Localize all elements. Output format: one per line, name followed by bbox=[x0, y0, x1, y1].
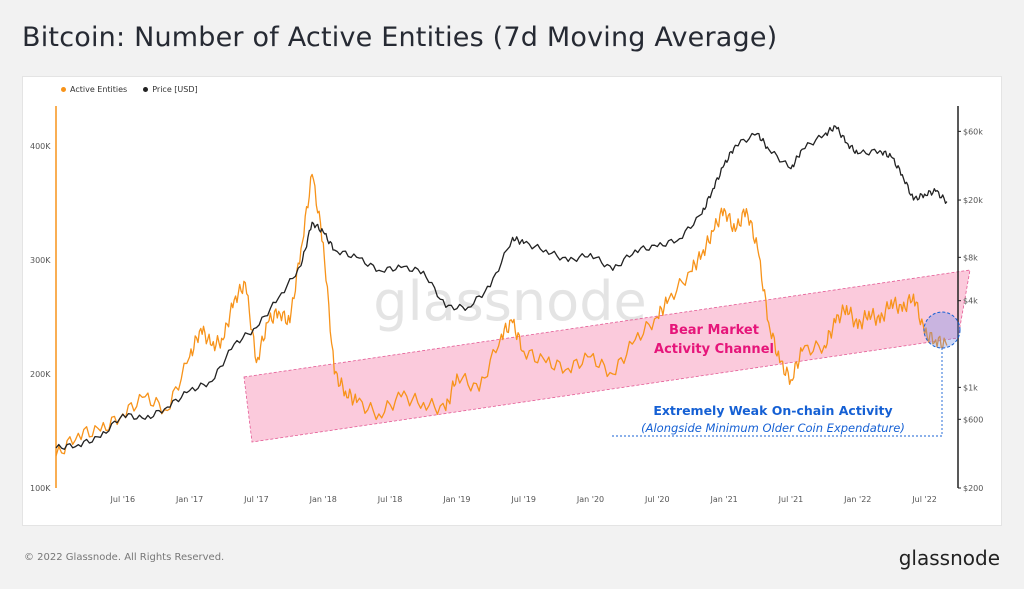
x-tick-label: Jul '18 bbox=[377, 495, 403, 504]
x-tick-label: Jul '20 bbox=[644, 495, 670, 504]
y-right-tick-label: $20k bbox=[963, 196, 983, 205]
y-right-tick-label: $600 bbox=[963, 415, 983, 424]
copyright-notice: © 2022 Glassnode. All Rights Reserved. bbox=[24, 552, 225, 563]
x-tick-label: Jul '17 bbox=[243, 495, 269, 504]
x-tick-label: Jul '21 bbox=[778, 495, 804, 504]
brand-logo[interactable]: glassnode bbox=[898, 546, 1000, 570]
y-left-tick-label: 100K bbox=[30, 484, 51, 493]
series-active-entities bbox=[55, 173, 948, 457]
y-left-tick-label: 400K bbox=[30, 142, 51, 151]
x-tick-label: Jan '18 bbox=[309, 495, 337, 504]
y-left-tick-label: 200K bbox=[30, 370, 51, 379]
legend-dot-active-entities bbox=[61, 87, 66, 92]
x-tick-label: Jul '22 bbox=[911, 495, 937, 504]
weak-activity-highlight bbox=[923, 311, 961, 349]
weak-activity-sublabel: (Alongside Minimum Older Coin Expendatur… bbox=[641, 421, 905, 435]
y-right-tick-label: $200 bbox=[963, 484, 983, 493]
x-tick-label: Jan '17 bbox=[175, 495, 203, 504]
y-right-tick-label: $1k bbox=[963, 383, 978, 392]
bear-market-label-line1: Bear Market bbox=[669, 323, 759, 338]
axes: 100K 200K 300K 400K $200 $600 $1k $4k $8k $20k $60… bbox=[30, 106, 983, 504]
x-tick-label: Jan '22 bbox=[843, 495, 871, 504]
legend-label-price: Price [USD] bbox=[152, 85, 198, 94]
legend-dot-price bbox=[143, 87, 149, 92]
legend-item-price[interactable]: Price [USD] bbox=[143, 85, 198, 94]
y-right-tick-label: $60k bbox=[963, 127, 983, 136]
x-tick-label: Jan '20 bbox=[576, 495, 604, 504]
y-right-tick-label: $8k bbox=[963, 253, 978, 262]
x-tick-label: Jan '21 bbox=[710, 495, 738, 504]
y-right-tick-label: $4k bbox=[963, 297, 978, 306]
series-layer bbox=[55, 125, 948, 457]
y-left-tick-label: 300K bbox=[30, 256, 51, 265]
x-tick-label: Jul '19 bbox=[510, 495, 536, 504]
x-tick-label: Jul '16 bbox=[110, 495, 136, 504]
series-price bbox=[55, 125, 948, 450]
chart-legend: Active Entities Price [USD] bbox=[61, 85, 198, 94]
weak-activity-label: Extremely Weak On-chain Activity bbox=[653, 403, 892, 418]
legend-item-active-entities[interactable]: Active Entities bbox=[61, 85, 127, 94]
x-tick-label: Jan '19 bbox=[442, 495, 470, 504]
page-title: Bitcoin: Number of Active Entities (7d M… bbox=[22, 22, 778, 53]
bear-market-label-line2: Activity Channel bbox=[654, 342, 774, 357]
legend-label-active-entities: Active Entities bbox=[70, 85, 128, 94]
